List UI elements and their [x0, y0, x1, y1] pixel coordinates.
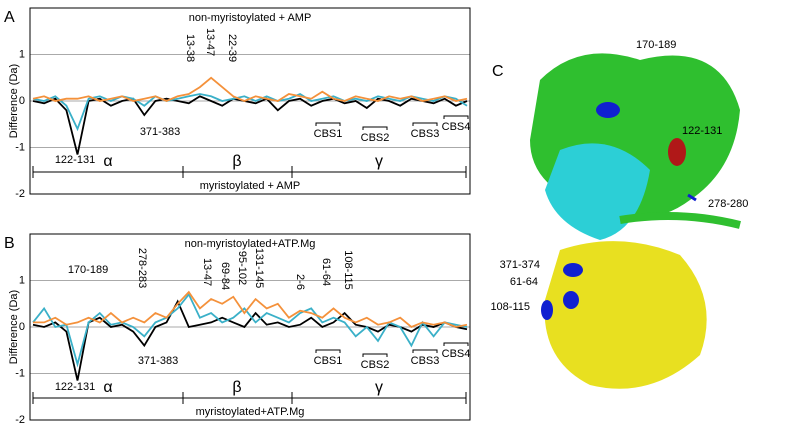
blue-site — [563, 263, 583, 277]
cbs-bracket — [412, 122, 438, 126]
annotation: 131-145 — [253, 248, 265, 288]
cbs-label: CBS1 — [314, 355, 343, 367]
domain-label: β — [232, 379, 241, 396]
cbs-bracket — [443, 115, 469, 119]
y-tick-label: -1 — [15, 367, 25, 379]
y-tick-label: -2 — [15, 188, 25, 200]
cbs-label: CBS1 — [314, 128, 343, 140]
structure-label: 61-64 — [510, 276, 538, 288]
structure-label: 278-280 — [708, 198, 748, 210]
annotation: 2-6 — [294, 274, 306, 290]
cbs-bracket — [443, 342, 469, 346]
annotation: 371-383 — [140, 126, 180, 138]
panel-label: C — [492, 63, 504, 80]
domain-label: α — [103, 153, 112, 170]
blue-site — [541, 300, 553, 320]
structure-label: 170-189 — [636, 39, 676, 51]
data-line — [33, 290, 468, 329]
annotation: 13-47 — [201, 258, 213, 286]
y-axis-label: Difference (Da) — [8, 290, 20, 364]
cbs-label: CBS4 — [442, 348, 471, 360]
panel-label: A — [4, 9, 15, 26]
cyan-domain — [545, 143, 650, 240]
structure — [530, 53, 741, 389]
chart-title: non-myristoylated+ATP.Mg — [185, 238, 316, 250]
annotation: 95-102 — [236, 251, 248, 285]
annotation: 122-131 — [55, 381, 95, 393]
domain-label: α — [103, 379, 112, 396]
panel-label: B — [4, 235, 15, 252]
data-line — [32, 95, 468, 155]
cbs-bracket — [362, 126, 388, 130]
cbs-label: CBS3 — [411, 355, 440, 367]
cbs-bracket — [412, 349, 438, 353]
y-tick-label: 0 — [19, 95, 25, 107]
domain-label: γ — [375, 153, 383, 170]
annotation: 170-189 — [68, 264, 108, 276]
y-tick-label: 1 — [19, 274, 25, 286]
cbs-bracket — [362, 353, 388, 357]
plot-frame — [29, 7, 471, 195]
annotation: 371-383 — [138, 355, 178, 367]
yellow-domain — [544, 241, 707, 389]
cbs-label: CBS4 — [442, 121, 471, 133]
structure-label: 108-115 — [490, 301, 530, 313]
data-line — [32, 76, 468, 102]
y-tick-label: 0 — [19, 321, 25, 333]
annotation: 278-283 — [136, 248, 148, 288]
y-tick-label: -2 — [15, 414, 25, 426]
cbs-label: CBS2 — [361, 359, 390, 371]
blue-site — [596, 102, 620, 118]
cbs-label: CBS3 — [411, 128, 440, 140]
y-tick-label: 1 — [19, 48, 25, 60]
chart-subtitle: myristoylated+ATP.Mg — [196, 406, 305, 418]
data-line — [32, 299, 468, 381]
annotation: 13-47 — [204, 28, 216, 56]
annotation: 69-84 — [219, 262, 231, 290]
chart-subtitle: myristoylated + AMP — [200, 180, 301, 192]
cbs-label: CBS2 — [361, 132, 390, 144]
structure-label: 371-374 — [500, 259, 540, 271]
chart-title: non-myristoylated + AMP — [189, 12, 312, 24]
y-axis-label: Difference (Da) — [8, 64, 20, 138]
annotation: 13-38 — [184, 34, 196, 62]
annotation: 61-64 — [320, 258, 332, 286]
y-tick-label: -1 — [15, 141, 25, 153]
blue-site — [687, 193, 697, 202]
red-site — [668, 138, 686, 166]
helix — [619, 212, 741, 229]
annotation: 108-115 — [342, 250, 354, 290]
cbs-bracket — [315, 122, 341, 126]
plot-frame — [29, 233, 471, 421]
cbs-bracket — [315, 349, 341, 353]
domain-label: γ — [375, 379, 383, 396]
structure-label: 122-131 — [682, 125, 722, 137]
blue-site — [563, 291, 579, 309]
annotation: 22-39 — [226, 34, 238, 62]
domain-label: β — [232, 153, 241, 170]
annotation: 122-131 — [55, 154, 95, 166]
